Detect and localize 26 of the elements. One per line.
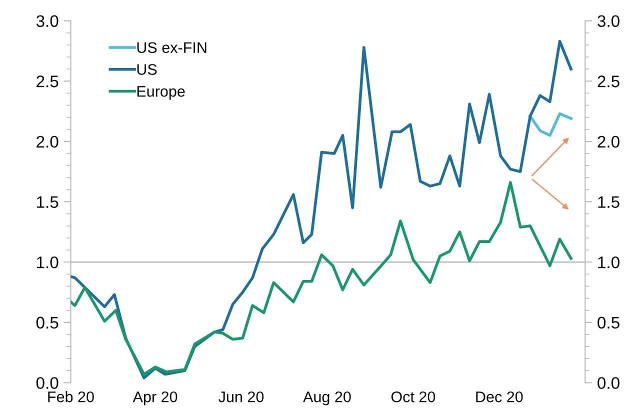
legend-label: Europe — [137, 86, 185, 100]
line-series — [70, 181, 572, 376]
y2-tick-label: 2.5 — [598, 76, 620, 88]
y2-tick-label: 0.0 — [598, 377, 620, 389]
x-tick-label: Jun 20 — [218, 391, 264, 402]
legend-label: US — [137, 64, 157, 75]
line-series — [528, 112, 572, 137]
y2-tick-label: 2.0 — [598, 136, 620, 148]
y2-tick-label: 1.5 — [598, 196, 620, 208]
y2-tick-label: 1.0 — [598, 256, 620, 268]
x-tick-label: Apr 20 — [132, 391, 178, 406]
y2-tick-label: 0.5 — [598, 316, 620, 329]
y-tick-label: 3.0 — [36, 15, 58, 28]
y-tick-label: 2.0 — [36, 136, 58, 148]
y-tick-label: 0.0 — [36, 377, 58, 389]
line-series — [70, 40, 572, 380]
y-tick-label: 0.5 — [36, 316, 58, 329]
y2-tick-label: 3.0 — [598, 15, 620, 28]
legend-label: US ex-FIN — [137, 42, 206, 54]
y-tick-label: 1.0 — [37, 256, 58, 268]
x-tick-label: Oct 20 — [391, 391, 436, 402]
y-tick-label: 1.5 — [37, 196, 58, 208]
x-tick-label: Feb 20 — [48, 391, 94, 402]
y-tick-label: 2.5 — [36, 76, 58, 88]
x-tick-label: Aug 20 — [303, 391, 351, 406]
x-tick-label: Dec 20 — [476, 391, 523, 402]
